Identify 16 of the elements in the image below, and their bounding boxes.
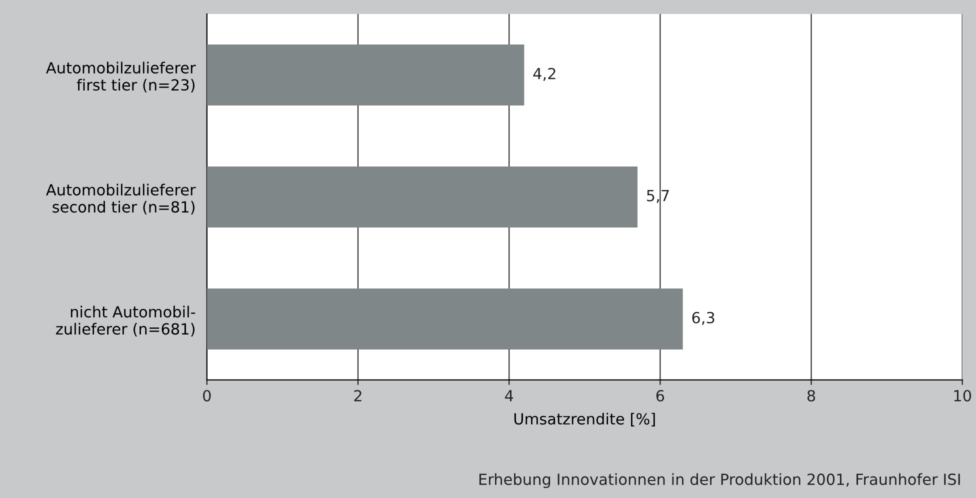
- x-tick-label: 10: [954, 390, 972, 402]
- y-tick-label: nicht Automobil- zulieferer (n=681): [56, 306, 196, 337]
- x-axis-title: Umsatzrendite [%]: [514, 412, 655, 426]
- x-tick-label: 6: [656, 390, 664, 402]
- y-tick-label: Automobilzulieferer second tier (n=81): [46, 184, 196, 214]
- data-label: 4,2: [533, 68, 556, 81]
- y-tick-label: Automobilzulieferer first tier (n=23): [46, 62, 196, 92]
- bar: [206, 288, 683, 350]
- x-tick-label: 2: [354, 390, 362, 402]
- x-tick-label: 4: [504, 390, 514, 402]
- bar: [206, 44, 524, 106]
- x-tick-label: 0: [203, 390, 211, 402]
- text: Erhebung Innovationnen in der Produktion 2001, Fraunhofer ISI: [479, 473, 960, 488]
- data-label: 6,3: [692, 312, 714, 325]
- x-tick-label: 8: [807, 390, 816, 402]
- bar: [206, 166, 638, 228]
